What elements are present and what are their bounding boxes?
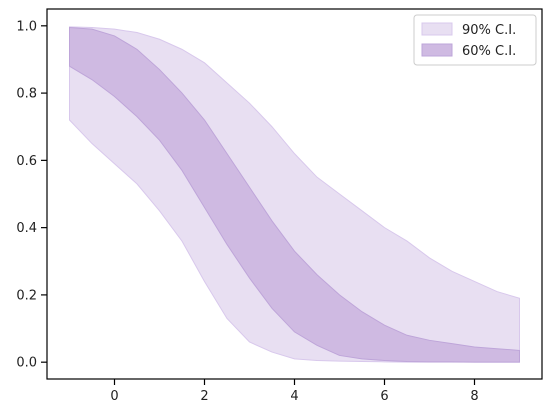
legend-label: 60% C.I. bbox=[462, 44, 516, 59]
legend-label: 90% C.I. bbox=[462, 23, 516, 38]
x-tick-label: 4 bbox=[290, 389, 298, 404]
x-tick-label: 0 bbox=[110, 389, 118, 404]
legend-swatch bbox=[421, 22, 453, 36]
confidence-bands bbox=[69, 26, 520, 363]
y-tick-label: 0.4 bbox=[16, 221, 37, 236]
x-tick-label: 2 bbox=[200, 389, 208, 404]
y-tick-label: 0.6 bbox=[16, 154, 37, 169]
legend: 90% C.I. 60% C.I. bbox=[413, 14, 537, 66]
x-tick-label: 8 bbox=[470, 389, 478, 404]
x-tick-label: 6 bbox=[380, 389, 388, 404]
y-tick-label: 0.8 bbox=[16, 87, 37, 102]
y-tick-label: 0.2 bbox=[16, 288, 37, 303]
y-axis: 0.0 0.2 0.4 0.6 0.8 1.0 bbox=[16, 19, 47, 371]
y-tick-label: 1.0 bbox=[16, 19, 37, 34]
legend-swatch bbox=[421, 43, 453, 57]
x-axis: 0 2 4 6 8 bbox=[110, 379, 479, 404]
y-tick-label: 0.0 bbox=[16, 356, 37, 371]
band-ci-60 bbox=[69, 26, 520, 363]
